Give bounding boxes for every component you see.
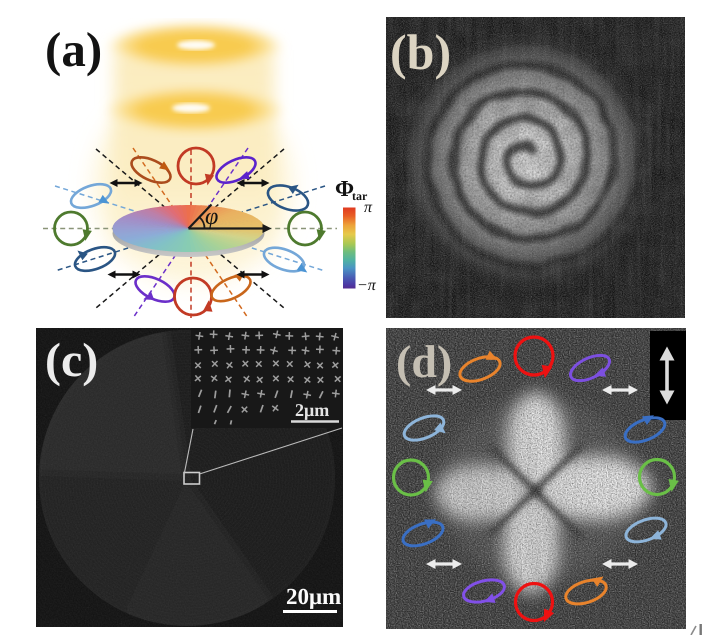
svg-text:−π: −π: [357, 277, 377, 294]
svg-text:φ: φ: [205, 204, 218, 230]
svg-text:tar: tar: [352, 189, 368, 203]
svg-text:(c): (c): [45, 334, 98, 387]
svg-text:(a): (a): [45, 22, 102, 77]
svg-text:(b): (b): [390, 24, 451, 80]
svg-text:Φ: Φ: [335, 176, 354, 201]
svg-text:π: π: [364, 199, 373, 216]
svg-text:20μm: 20μm: [286, 584, 341, 609]
svg-text:2μm: 2μm: [295, 400, 329, 420]
svg-text:(d): (d): [396, 336, 452, 387]
